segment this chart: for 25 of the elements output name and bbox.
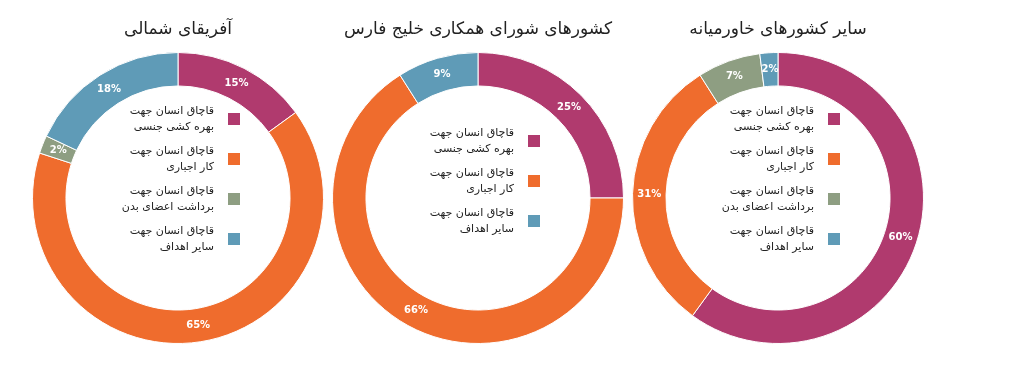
legend-label: قاچاق انسان جهت برداشت اعضای بدن — [720, 183, 814, 215]
data-label: 31% — [637, 187, 662, 199]
chart-title: کشورهای شورای همکاری خلیج فارس — [343, 17, 613, 41]
legend-label: قاچاق انسان جهت بهره کشی جنسی — [128, 103, 214, 135]
chart-title: آفریقای شمالی — [122, 17, 234, 40]
legend-label: قاچاق انسان جهت سایر اهداف — [728, 223, 814, 255]
data-label: 2% — [49, 144, 67, 156]
legend-label: قاچاق انسان جهت کار اجباری — [128, 143, 214, 175]
data-label: 9% — [433, 67, 451, 79]
data-label: 66% — [404, 304, 428, 316]
legend-label: قاچاق انسان جهت بهره کشی جنسی — [428, 125, 514, 157]
data-label: 7% — [725, 70, 743, 82]
legend-label: قاچاق انسان جهت سایر اهداف — [128, 223, 214, 255]
data-label: 2% — [761, 63, 779, 75]
legend-label: قاچاق انسان جهت سایر اهداف — [428, 205, 514, 237]
data-label: 15% — [224, 76, 249, 88]
data-label: 65% — [186, 318, 211, 330]
data-label: 18% — [97, 82, 121, 94]
legend-label: قاچاق انسان جهت کار اجباری — [428, 165, 514, 197]
data-label: 25% — [557, 100, 582, 112]
legend-label: قاچاق انسان جهت کار اجباری — [728, 143, 814, 175]
legend-label: قاچاق انسان جهت بهره کشی جنسی — [728, 103, 814, 135]
data-label: 60% — [888, 231, 913, 243]
chart-title: سایر کشورهای خاورمیانه — [688, 17, 868, 40]
legend-label: قاچاق انسان جهت برداشت اعضای بدن — [120, 183, 214, 215]
